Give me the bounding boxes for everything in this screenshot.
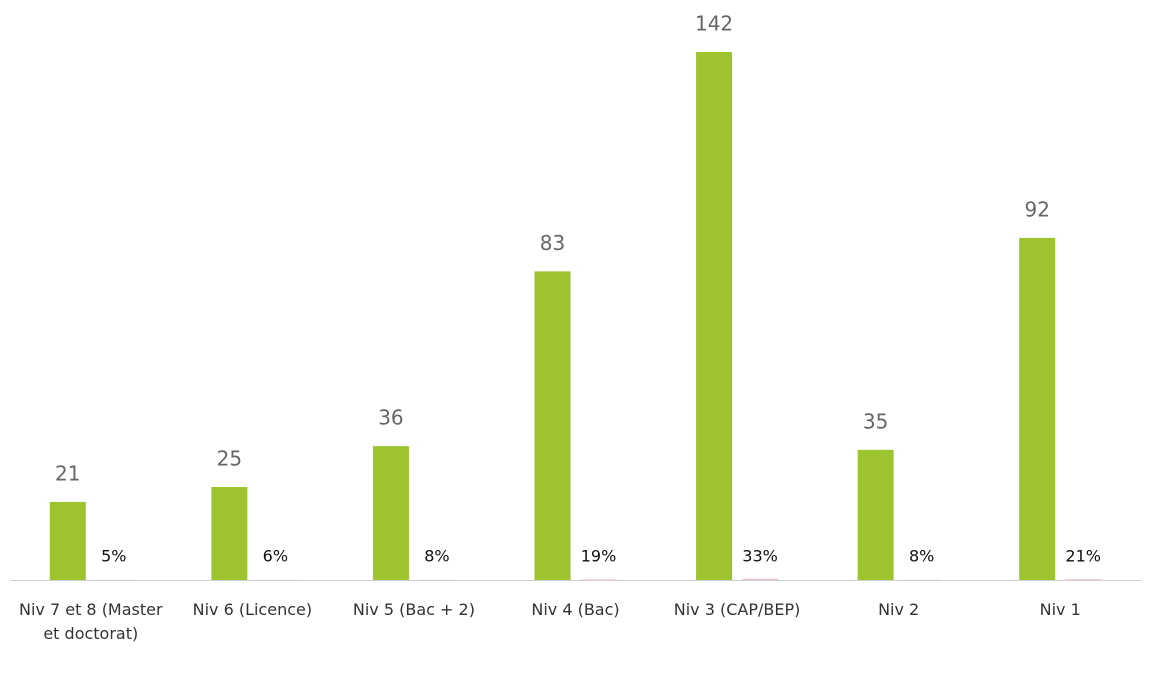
value-label: 36 [378,406,403,430]
x-tick-label: Niv 4 (Bac) [531,600,620,619]
value-label: 142 [695,12,733,36]
x-tick-label: Niv 2 [878,600,920,619]
value-label: 6% [263,547,288,566]
value-label: 19% [581,547,617,566]
x-tick-label: Niv 5 (Bac + 2) [352,600,475,619]
bar [742,578,779,580]
bar [1019,237,1056,580]
value-label: 21 [55,461,80,485]
bar [580,579,617,580]
value-label: 92 [1024,197,1049,221]
x-tick-label: Niv 6 (Licence) [192,600,313,619]
x-tick-label: Niv 7 et 8 (Master et doctorat) [18,600,163,643]
value-label: 33% [742,547,778,566]
value-label: 5% [101,547,126,566]
bar [857,449,894,580]
value-label: 8% [909,547,934,566]
bar [372,446,409,580]
value-label: 25 [217,447,242,471]
value-label: 21% [1065,547,1101,566]
value-label: 83 [540,231,565,255]
bar [696,52,733,580]
bar [534,271,571,580]
value-label: 8% [424,547,449,566]
x-tick-label: Niv 3 (CAP/BEP) [673,600,801,619]
x-tick-label: Niv 1 [1039,600,1081,619]
bar [211,487,248,580]
bar [49,501,86,580]
bar [1065,579,1102,580]
value-label: 35 [863,409,888,433]
